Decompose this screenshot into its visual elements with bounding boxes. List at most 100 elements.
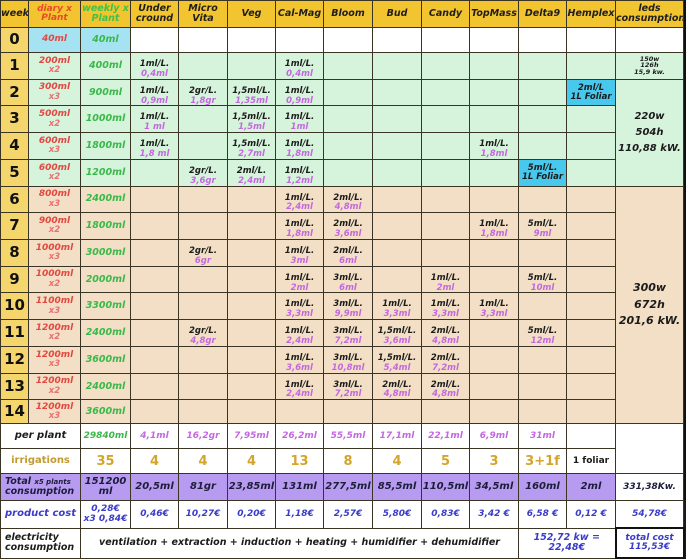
diary-cell: 1100ml x3: [28, 292, 81, 321]
diary-cell: 1000ml x2: [28, 265, 81, 294]
candy-cell: [421, 185, 470, 214]
calmag-dose: 1ml/L.: [284, 299, 315, 310]
leds-cell: [615, 27, 684, 53]
microvita-dose: 2gr/L.: [189, 246, 217, 257]
bloom-cell: 2ml/L. 4,8ml: [323, 185, 373, 214]
bud-dose: 1,5ml/L.: [377, 326, 417, 337]
bud-amount: 3,3ml: [383, 309, 411, 320]
leds-empty: [615, 423, 684, 475]
diary-cell: 300ml x3: [28, 78, 81, 107]
topmass-cell: [469, 105, 519, 134]
bloom-dose: 3ml/L.: [333, 272, 363, 283]
irrigations-candy: 5: [421, 448, 470, 475]
hemplex-cell: [566, 292, 616, 321]
diary-multiplier: x3: [48, 305, 61, 316]
product-cost-label: product cost: [0, 500, 81, 529]
veg-cell: [227, 372, 276, 401]
weekly-cell: 1800ml: [80, 132, 131, 160]
diary-amount: 800ml: [38, 189, 71, 200]
microvita-cell: [178, 212, 228, 241]
calmag-cell: 1ml/L. 3,3ml: [275, 292, 324, 321]
hemplex-cell: [566, 158, 616, 187]
calmag-amount: 2ml: [290, 282, 309, 293]
calmag-cell: [275, 27, 324, 53]
irrigations-topmass: 3: [469, 448, 519, 475]
leds-energy: 15,9 kw.: [634, 68, 665, 77]
underground-cell: [130, 185, 179, 214]
delta9-cell: [518, 399, 567, 425]
diary-amount: 40ml: [42, 34, 67, 45]
header-candy: Candy: [421, 0, 470, 28]
irrigations-underground: 4: [130, 448, 179, 475]
calmag-cell: 1ml/L. 2,4ml: [275, 372, 324, 401]
calmag-amount: 1,8ml: [286, 148, 313, 159]
candy-dose: 1ml/L.: [430, 272, 461, 283]
week-number: 4: [0, 132, 29, 160]
diary-multiplier: x2: [48, 225, 61, 236]
calmag-cell: 1ml/L. 1ml: [275, 105, 324, 134]
microvita-cell: 2gr/L. 1,8gr: [178, 78, 228, 107]
underground-cell: [130, 399, 179, 425]
header-week: week: [0, 0, 29, 28]
candy-dose: 2ml/L.: [430, 326, 461, 337]
week-number: 0: [0, 27, 29, 53]
candy-amount: 7,2ml: [432, 362, 459, 373]
total-label: Total x5 plants consumption: [0, 473, 81, 502]
header-bud: Bud: [372, 0, 422, 28]
irrigations-calmag: 13: [275, 448, 324, 475]
delta9-cell: [518, 372, 567, 401]
delta9-cell: [518, 239, 567, 267]
diary-cell: 600ml x3: [28, 132, 81, 160]
hemplex-cell: 2ml/L 1L Foliar: [566, 78, 616, 107]
underground-dose: 1ml/L.: [139, 85, 170, 96]
diary-multiplier: x2: [48, 278, 61, 289]
diary-cell: 200ml x2: [28, 52, 81, 80]
veg-cell: [227, 52, 276, 80]
header-topmass: TopMass: [469, 0, 519, 28]
calmag-dose: 1ml/L.: [284, 165, 315, 176]
underground-amount: 0,9ml: [141, 95, 168, 106]
header-bloom: Bloom: [323, 0, 373, 28]
candy-cell: [421, 239, 470, 267]
per-plant-delta9: 31ml: [518, 423, 567, 450]
candy-cell: 1ml/L. 2ml: [421, 265, 470, 294]
cost-hemplex: 0,12 €: [566, 500, 616, 529]
calmag-cell: 1ml/L. 3,6ml: [275, 345, 324, 374]
calmag-amount: 1ml: [290, 122, 309, 133]
underground-dose: 1ml/L.: [139, 59, 170, 69]
calmag-cell: 1ml/L. 0,9ml: [275, 78, 324, 107]
diary-multiplier: x3: [48, 252, 61, 263]
diary-amount: 1200ml: [35, 376, 74, 387]
diary-cell: 1200ml x3: [28, 399, 81, 425]
leds-energy: 110,88 kW.: [618, 142, 681, 154]
delta9-dose: 5ml/L.: [527, 162, 558, 173]
delta9-cell: 5ml/L. 9ml: [518, 212, 567, 241]
calmag-amount: 2,4ml: [286, 389, 313, 400]
leds-hours: 504h: [635, 126, 664, 138]
topmass-cell: [469, 265, 519, 294]
diary-multiplier: x3: [48, 359, 61, 370]
topmass-cell: [469, 158, 519, 187]
calmag-cell: 1ml/L. 1,8ml: [275, 212, 324, 241]
total-underground: 20,5ml: [130, 473, 179, 502]
calmag-dose: 1ml/L.: [284, 59, 315, 69]
cost-leds: 54,78€: [615, 500, 684, 529]
week-number: 5: [0, 158, 29, 187]
total-hemplex: 2ml: [566, 473, 616, 502]
bud-cell: [372, 265, 422, 294]
cost-delta9: 6,58 €: [518, 500, 567, 529]
veg-cell: 1,5ml/L. 1,35ml: [227, 78, 276, 107]
table-row: 11 1200ml x2 2400ml 2gr/L. 4,8gr 1ml/L. 2,4ml 3m…: [0, 319, 684, 347]
topmass-cell: [469, 319, 519, 347]
underground-cell: [130, 292, 179, 321]
header-veg: Veg: [227, 0, 276, 28]
weekly-cell: 2400ml: [80, 185, 131, 214]
underground-amount: 1 ml: [144, 122, 165, 133]
diary-multiplier: x3: [48, 198, 61, 209]
diary-amount: 600ml: [38, 135, 71, 146]
week-number: 11: [0, 319, 29, 347]
leds-phase1: 150w 126h 15,9 kw.: [615, 52, 684, 80]
microvita-cell: [178, 345, 228, 374]
topmass-cell: [469, 27, 519, 53]
calmag-amount: 0,9ml: [286, 95, 313, 106]
